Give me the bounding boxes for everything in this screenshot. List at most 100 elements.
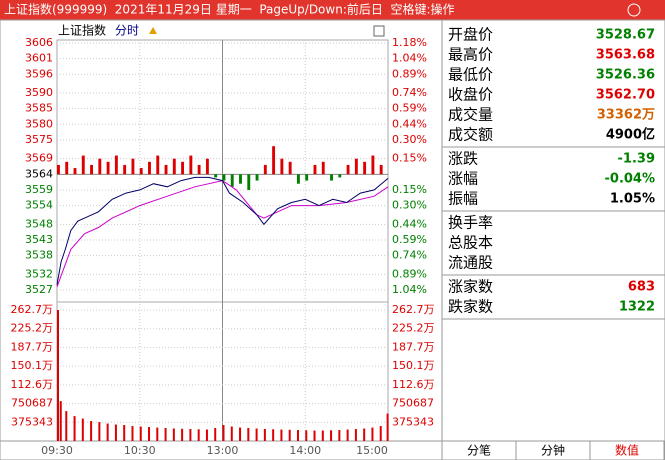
volume-tick-label-right: 225.2万 — [392, 322, 435, 335]
y-tick-label: 3585 — [25, 102, 53, 115]
breadth-bar — [230, 174, 234, 187]
breadth-bar — [296, 174, 300, 184]
volume-bar — [363, 428, 366, 441]
breadth-bar — [98, 158, 102, 175]
y-pct-label: 0.15% — [392, 183, 427, 196]
volume-bar — [379, 426, 382, 441]
y-pct-label: 0.30% — [392, 133, 427, 146]
volume-bar — [247, 428, 250, 441]
y-tick-label: 3596 — [25, 67, 53, 80]
breadth-bar — [139, 168, 143, 175]
breadth-bar — [363, 161, 367, 175]
volume-tick-label: 262.7万 — [11, 303, 54, 316]
quote-value: 33362万 — [597, 108, 655, 123]
y-tick-label: 3564 — [25, 167, 53, 180]
breadth-bar — [354, 158, 358, 175]
volume-tick-label-right: 150.1万 — [392, 359, 435, 372]
y-pct-label: 0.59% — [392, 102, 427, 115]
breadth-bar — [73, 168, 77, 175]
quote-label: 涨幅 — [448, 170, 478, 188]
mode-icon[interactable] — [149, 27, 157, 34]
tab-label: 数值 — [615, 443, 639, 458]
y-tick-label: 3569 — [25, 152, 53, 165]
volume-tick-label-right: 112.6万 — [392, 378, 435, 391]
y-pct-label: 0.74% — [392, 86, 427, 99]
y-pct-label: 0.74% — [392, 249, 427, 262]
quote-value: 1322 — [619, 300, 655, 315]
volume-bar — [205, 429, 208, 441]
volume-bar — [288, 429, 291, 441]
quote-label: 最低价 — [448, 66, 493, 84]
close-button[interactable] — [627, 3, 641, 17]
quote-label: 总股本 — [448, 234, 493, 252]
quote-value: 3528.67 — [596, 28, 655, 43]
breadth-bar — [148, 161, 151, 175]
breadth-bar — [280, 158, 284, 175]
quote-label: 最高价 — [448, 46, 493, 64]
volume-bar — [197, 429, 200, 441]
volume-bar — [172, 428, 175, 441]
breadth-bar — [156, 155, 160, 175]
quote-label: 成交额 — [448, 126, 493, 144]
volume-tick-label: 750687 — [11, 397, 53, 410]
breadth-bar — [288, 161, 292, 175]
quote-label: 换手率 — [448, 214, 493, 232]
price-line — [56, 176, 389, 285]
breadth-bar — [313, 164, 317, 175]
volume-bar — [59, 401, 62, 441]
breadth-bar — [205, 158, 209, 175]
breadth-bar — [172, 158, 176, 175]
volume-bar — [57, 310, 59, 441]
volume-bar — [148, 427, 151, 441]
y-tick-label: 3606 — [25, 36, 53, 49]
volume-bar — [106, 423, 109, 441]
y-tick-label: 3601 — [25, 52, 53, 65]
volume-bar — [230, 426, 233, 441]
breadth-bar — [90, 164, 93, 175]
breadth-bar — [114, 155, 118, 175]
volume-bar — [354, 429, 357, 441]
y-pct-label: 1.04% — [392, 283, 427, 296]
volume-bar — [114, 424, 117, 441]
chart-mode[interactable]: 分时 — [115, 24, 139, 38]
volume-bar — [73, 416, 76, 441]
quote-value: -0.04% — [605, 172, 656, 187]
window-title: 上证指数(999999) 2021年11月29日 星期一 PageUp/Down… — [4, 2, 455, 17]
volume-bar — [346, 429, 349, 441]
volume-tick-label: 187.7万 — [11, 340, 54, 353]
quote-label: 收盘价 — [448, 86, 493, 104]
panel-toggle[interactable] — [373, 25, 385, 37]
title-bar — [0, 0, 665, 20]
breadth-bar — [247, 174, 251, 190]
y-pct-label: 0.44% — [392, 117, 427, 130]
tab[interactable] — [589, 440, 665, 460]
breadth-bar — [321, 161, 325, 175]
volume-tick-label: 150.1万 — [11, 359, 54, 372]
quote-value: 3563.68 — [596, 48, 655, 63]
breadth-bar — [81, 155, 85, 175]
quote-value: 4900亿 — [606, 127, 655, 143]
breadth-bar — [346, 164, 350, 175]
breadth-bar — [330, 174, 333, 181]
volume-bar — [214, 428, 217, 441]
x-tick-label: 14:00 — [289, 444, 321, 457]
y-pct-label: 0.89% — [392, 67, 427, 80]
y-tick-label: 3575 — [25, 133, 53, 146]
volume-bar — [239, 427, 242, 441]
y-pct-label: 0.59% — [392, 233, 427, 246]
volume-bar — [255, 428, 258, 441]
breadth-bar — [197, 164, 201, 175]
breadth-bar — [305, 174, 309, 181]
y-pct-label: 0.89% — [392, 267, 427, 280]
quote-label: 成交量 — [448, 106, 493, 124]
y-pct-label: 0.15% — [392, 152, 427, 165]
quote-value: 3526.36 — [596, 68, 655, 83]
volume-tick-label: 112.6万 — [11, 378, 54, 391]
breadth-bar — [181, 161, 185, 175]
y-tick-label: 3580 — [25, 117, 53, 130]
quote-label: 涨跌 — [448, 150, 478, 168]
volume-bar — [189, 429, 192, 441]
breadth-bar — [123, 164, 127, 175]
quote-label: 跌家数 — [448, 298, 493, 316]
volume-bar — [263, 429, 266, 441]
